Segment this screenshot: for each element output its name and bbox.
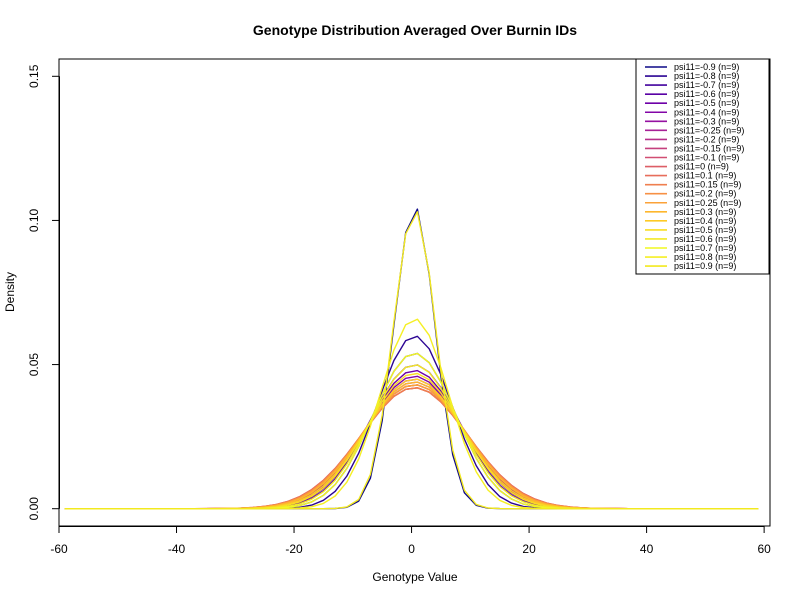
- series-line: [64, 387, 759, 510]
- y-axis-label: Density: [3, 272, 17, 312]
- series-line: [64, 384, 759, 510]
- x-tick-label: -60: [50, 542, 68, 556]
- x-axis-label: Genotype Value: [372, 570, 457, 584]
- series-line: [64, 375, 759, 510]
- y-tick-label: 0.00: [27, 497, 41, 521]
- legend-label: psi11=0 (n=9): [674, 162, 729, 172]
- legend-label: psi11=0.6 (n=9): [674, 234, 736, 244]
- series-line: [64, 381, 759, 510]
- legend-label: psi11=-0.8 (n=9): [674, 71, 739, 81]
- legend-label: psi11=-0.9 (n=9): [674, 62, 739, 72]
- legend-label: psi11=0.2 (n=9): [674, 189, 736, 199]
- legend-label: psi11=-0.5 (n=9): [674, 98, 739, 108]
- legend-label: psi11=0.5 (n=9): [674, 225, 736, 235]
- legend-label: psi11=0.15 (n=9): [674, 180, 741, 190]
- legend-label: psi11=-0.4 (n=9): [674, 107, 739, 117]
- series-line: [64, 387, 759, 510]
- legend-label: psi11=-0.15 (n=9): [674, 143, 744, 153]
- series-line: [64, 387, 759, 510]
- legend-label: psi11=-0.2 (n=9): [674, 134, 739, 144]
- legend-label: psi11=0.25 (n=9): [674, 198, 741, 208]
- chart-title: Genotype Distribution Averaged Over Burn…: [253, 22, 577, 38]
- y-tick-label: 0.15: [27, 64, 41, 88]
- series-lines: [64, 208, 759, 510]
- series-line: [64, 378, 759, 510]
- x-tick-label: 40: [640, 542, 654, 556]
- series-line: [64, 364, 759, 510]
- legend-label: psi11=0.7 (n=9): [674, 243, 736, 253]
- y-tick-label: 0.05: [27, 353, 41, 377]
- series-line: [64, 372, 759, 510]
- legend-label: psi11=-0.6 (n=9): [674, 89, 739, 99]
- legend-label: psi11=-0.25 (n=9): [674, 125, 744, 135]
- legend-label: psi11=0.4 (n=9): [674, 216, 736, 226]
- series-line: [64, 318, 759, 510]
- series-line: [64, 381, 759, 510]
- x-tick-label: 20: [522, 542, 536, 556]
- series-line: [64, 387, 759, 510]
- legend: psi11=-0.9 (n=9)psi11=-0.8 (n=9)psi11=-0…: [635, 58, 770, 275]
- y-axis: 0.00 0.05 0.10 0.15: [27, 64, 60, 520]
- series-line: [64, 369, 759, 510]
- series-line: [64, 378, 759, 510]
- x-tick-label: 0: [408, 542, 415, 556]
- legend-label: psi11=-0.3 (n=9): [674, 116, 739, 126]
- x-tick-label: -40: [168, 542, 186, 556]
- legend-label: psi11=0.3 (n=9): [674, 207, 736, 217]
- series-line: [64, 364, 759, 510]
- legend-label: psi11=0.8 (n=9): [674, 252, 736, 262]
- series-line: [64, 384, 759, 510]
- series-line: [64, 211, 759, 510]
- x-tick-label: 60: [757, 542, 771, 556]
- legend-label: psi11=-0.1 (n=9): [674, 153, 739, 163]
- legend-label: psi11=0.9 (n=9): [674, 261, 736, 271]
- legend-label: psi11=-0.7 (n=9): [674, 80, 739, 90]
- series-line: [64, 335, 759, 510]
- series-line: [64, 384, 759, 510]
- legend-label: psi11=0.1 (n=9): [674, 171, 736, 181]
- x-axis: -60 -40 -20 0 20 40 60: [50, 526, 771, 556]
- x-tick-label: -20: [285, 542, 303, 556]
- y-tick-label: 0.10: [27, 208, 41, 232]
- series-line: [64, 384, 759, 510]
